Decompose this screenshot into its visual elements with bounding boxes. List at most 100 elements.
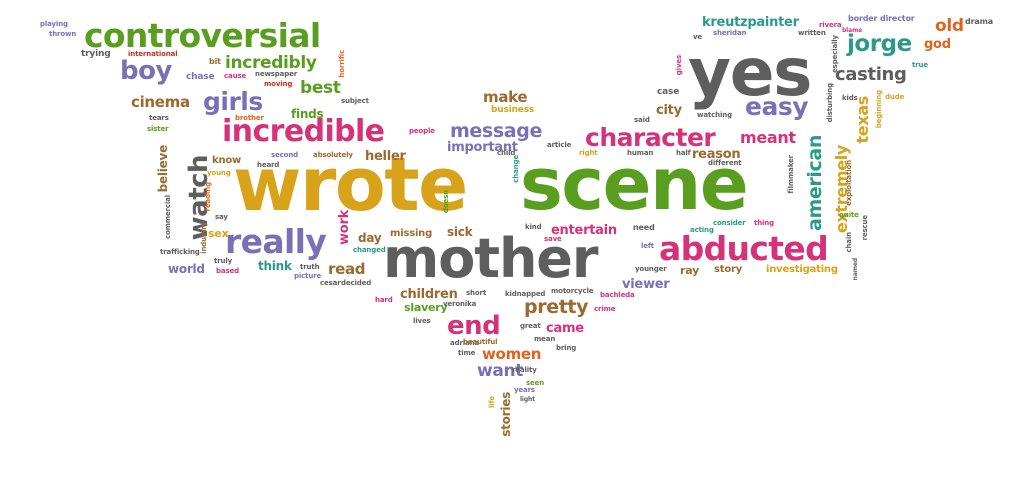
cloud-word: lives (413, 317, 431, 325)
cloud-word: time (458, 349, 476, 357)
cloud-word: changed (353, 246, 386, 254)
cloud-word: chase (186, 72, 215, 82)
cloud-word: came (546, 321, 584, 336)
cloud-word: kreutzpainter (702, 15, 799, 30)
cloud-word: young (207, 169, 231, 177)
cloud-word: seen (526, 379, 545, 387)
cloud-word: cesar (320, 279, 341, 287)
cloud-word: border (848, 14, 878, 23)
cloud-word: end (447, 311, 501, 341)
cloud-word: women (482, 345, 542, 363)
cloud-word: children (400, 287, 458, 302)
cloud-word: city (656, 103, 682, 118)
cloud-word: reading (204, 182, 212, 212)
cloud-word: years (514, 386, 535, 394)
cloud-word: sister (147, 125, 169, 133)
cloud-word: day (358, 231, 382, 245)
cloud-word: message (450, 120, 542, 142)
cloud-word: half (676, 149, 691, 157)
cloud-word: left (641, 242, 654, 250)
cloud-word: scene (520, 142, 749, 226)
cloud-word: adriana (450, 339, 480, 347)
cloud-word: pretty (524, 296, 589, 318)
cloud-word: child (497, 149, 516, 157)
cloud-word: dude (885, 93, 905, 101)
cloud-word: trafficking (160, 248, 200, 256)
cloud-word: thrown (49, 30, 77, 38)
cloud-word: picture (294, 272, 322, 280)
cloud-word: reason (692, 147, 741, 162)
cloud-word: entertain (551, 223, 617, 238)
cloud-word: bring (556, 344, 577, 352)
cloud-word: important (447, 140, 518, 155)
cloud-word: right (579, 149, 598, 157)
cloud-word: article (547, 141, 572, 149)
cloud-word: absolutely (313, 151, 353, 159)
cloud-word: gives (675, 55, 683, 76)
cloud-word: save (544, 235, 562, 243)
cloud-word: second (271, 151, 299, 159)
cloud-word: story (714, 264, 743, 275)
cloud-word: newspaper (255, 70, 298, 78)
cloud-word: best (300, 78, 341, 98)
cloud-word: rescue (861, 215, 869, 241)
cloud-word: world (168, 262, 205, 276)
cloud-word: truth (300, 263, 320, 271)
cloud-word: drama (965, 17, 994, 26)
cloud-word: watching (697, 111, 732, 119)
cloud-word: easy (745, 92, 809, 121)
cloud-word: tears (149, 114, 169, 122)
cloud-word: hard (375, 296, 393, 304)
cloud-word: abducted (659, 229, 829, 268)
cloud-word: subject (341, 97, 369, 105)
cloud-word: god (924, 37, 951, 52)
cloud-word: industry (200, 222, 208, 254)
cloud-word: doesn (442, 190, 450, 214)
cloud-word: mean (534, 335, 556, 343)
cloud-word: work (337, 210, 352, 245)
cloud-word: meant (740, 128, 796, 147)
cloud-word: exploitation (845, 160, 853, 206)
cloud-word: heard (257, 161, 280, 169)
cloud-word: stories (499, 392, 513, 437)
cloud-word: say (215, 213, 228, 221)
cloud-word: written (798, 29, 826, 37)
cloud-word: chain (845, 232, 853, 253)
cloud-word: viewer (622, 277, 670, 292)
cloud-word: bachleda (600, 291, 635, 299)
cloud-word: disturbing (826, 83, 834, 123)
cloud-word: kids (842, 94, 858, 102)
cloud-word: thing (754, 219, 775, 227)
cloud-word: kidnapped (505, 290, 546, 298)
cloud-word: beautiful (463, 338, 498, 346)
cloud-word: slavery (404, 301, 448, 314)
cloud-word: sick (447, 225, 473, 239)
cloud-word: moving (264, 80, 293, 88)
cloud-word: reality (512, 366, 537, 374)
cloud-word: international (128, 50, 178, 58)
cloud-word: rivera (819, 21, 842, 29)
cloud-word: said (634, 116, 650, 124)
cloud-word: boy (120, 56, 172, 86)
cloud-word: incredibly (225, 53, 317, 73)
cloud-word: based (216, 267, 239, 275)
cloud-word: human (627, 149, 654, 157)
cloud-word: trying (81, 49, 111, 59)
cloud-word: yes (688, 34, 812, 111)
cloud-word: different (708, 159, 742, 167)
cloud-word: short (466, 289, 487, 297)
cloud-word: motorcycle (551, 287, 594, 295)
cloud-word: kind (525, 223, 542, 231)
cloud-word: know (212, 155, 242, 166)
cloud-word: need (633, 223, 655, 232)
cloud-word: great (520, 322, 541, 330)
cloud-word: brother (235, 114, 264, 122)
cloud-word: change (512, 155, 520, 183)
cloud-word: especially (831, 35, 839, 73)
cloud-word: filmmaker (787, 155, 795, 194)
cloud-word: wrote (233, 142, 468, 228)
cloud-word: old (935, 16, 964, 36)
cloud-word: true (912, 61, 928, 69)
cloud-word: think (258, 259, 292, 273)
